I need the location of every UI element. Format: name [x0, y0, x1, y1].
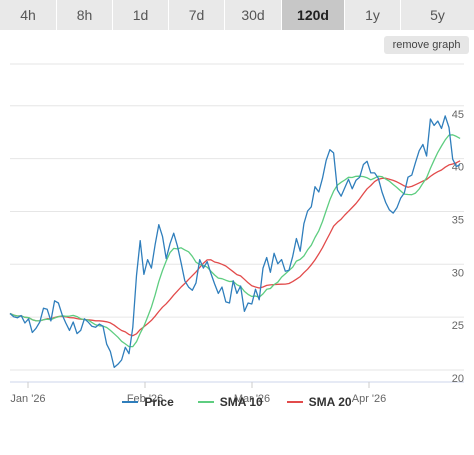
legend-label: SMA 10 — [219, 395, 263, 409]
legend-swatch — [197, 401, 214, 403]
tab-7d[interactable]: 7d — [169, 0, 225, 30]
legend-label: Price — [144, 395, 174, 409]
price-line — [9, 115, 461, 369]
chart-legend: Price SMA 10 SMA 20 — [0, 392, 474, 412]
chart-series — [9, 115, 461, 369]
y-tick-label: 30 — [452, 267, 464, 279]
tab-5y[interactable]: 5y — [401, 0, 474, 30]
chart-grid — [10, 63, 464, 383]
legend-item-sma-10[interactable]: SMA 10 — [197, 392, 263, 412]
x-tick-label: Apr '26 — [352, 393, 387, 405]
tab-30d[interactable]: 30d — [225, 0, 282, 30]
x-tick-label: Jan '26 — [10, 393, 45, 405]
remove-graph-button[interactable]: remove graph — [384, 36, 469, 54]
y-tick-label: 35 — [452, 214, 464, 226]
legend-item-price[interactable]: Price — [122, 392, 174, 412]
y-tick-label: 45 — [452, 109, 464, 121]
tab-1y[interactable]: 1y — [345, 0, 401, 30]
legend-item-sma-20[interactable]: SMA 20 — [286, 392, 352, 412]
timeframe-tabs: 4h 8h 1d 7d 30d 120d 1y 5y — [0, 0, 474, 30]
sma20-line — [9, 160, 461, 337]
legend-swatch — [122, 401, 139, 403]
y-tick-label: 20 — [452, 373, 464, 385]
tab-4h[interactable]: 4h — [0, 0, 57, 30]
legend-label: SMA 20 — [308, 395, 352, 409]
y-tick-label: 25 — [452, 320, 464, 332]
tab-1d[interactable]: 1d — [113, 0, 169, 30]
tab-8h[interactable]: 8h — [57, 0, 113, 30]
x-tick-label: Mar '26 — [234, 393, 270, 405]
sma10-line — [9, 134, 461, 348]
tab-120d[interactable]: 120d — [282, 0, 345, 30]
legend-swatch — [286, 401, 303, 403]
